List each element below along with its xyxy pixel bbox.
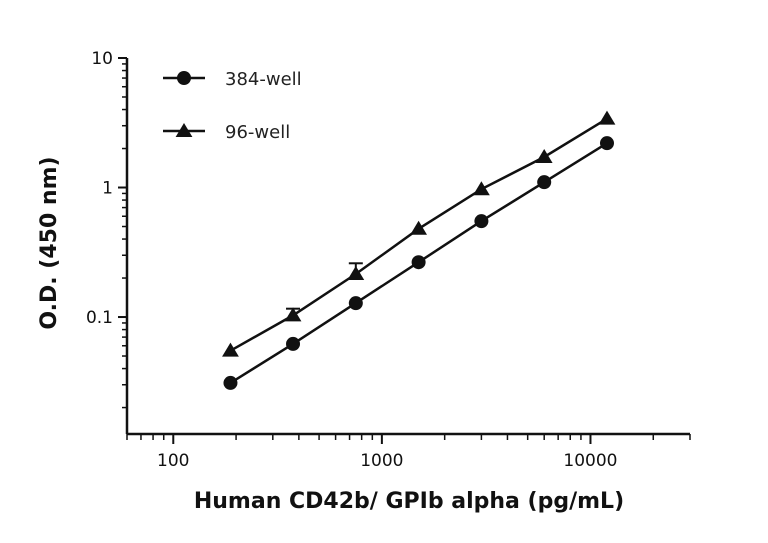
axes xyxy=(125,58,690,436)
x-tick-label: 1000 xyxy=(360,451,403,471)
x-axis-title: Human CD42b/ GPIb alpha (pg/mL) xyxy=(194,489,624,514)
legend-marker xyxy=(175,123,193,137)
data-point xyxy=(348,296,363,311)
series-96-well xyxy=(222,110,616,357)
legend-item: 384-well xyxy=(163,69,302,90)
data-point xyxy=(284,307,302,322)
data-point xyxy=(599,136,614,151)
legend-label: 384-well xyxy=(225,69,302,90)
x-tick-label: 10000 xyxy=(563,451,617,471)
legend-marker xyxy=(177,71,191,85)
data-point xyxy=(537,175,552,190)
x-ticks: 100 1000 10000 xyxy=(126,434,691,471)
series-384-well xyxy=(223,136,614,390)
y-ticks: 0.1 1 10 xyxy=(86,49,127,409)
data-point xyxy=(410,220,428,235)
x-tick-label: 100 xyxy=(157,451,189,471)
legend: 384-well 96-well xyxy=(163,69,302,143)
data-point xyxy=(535,149,553,164)
series-layer xyxy=(222,110,616,390)
data-point xyxy=(411,255,426,270)
y-tick-label: 10 xyxy=(91,49,113,69)
legend-label: 96-well xyxy=(225,122,290,143)
legend-item: 96-well xyxy=(163,122,290,143)
y-tick-label: 0.1 xyxy=(86,308,113,328)
y-tick-label: 1 xyxy=(102,179,113,199)
data-point xyxy=(223,375,238,390)
data-point xyxy=(222,342,239,357)
y-axis-title: O.D. (450 nm) xyxy=(37,156,62,329)
data-point xyxy=(347,265,365,280)
data-point xyxy=(598,110,616,125)
data-point xyxy=(473,181,490,196)
data-point xyxy=(474,214,489,229)
data-point xyxy=(286,336,301,351)
